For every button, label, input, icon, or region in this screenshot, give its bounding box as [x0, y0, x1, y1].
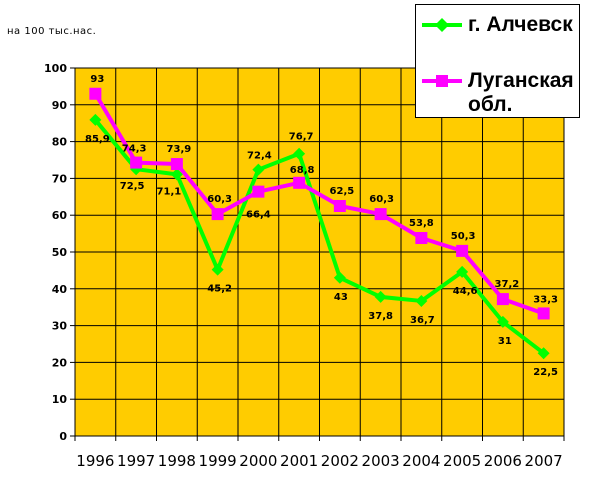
data-label-lugansk: 73,9: [167, 144, 192, 155]
data-point-lugansk: [293, 176, 306, 189]
y-tick-label: 20: [52, 356, 68, 369]
y-tick-label: 10: [52, 393, 68, 406]
data-point-lugansk: [130, 156, 143, 169]
legend-swatch-lugansk: [422, 75, 462, 87]
y-tick-label: 90: [52, 99, 68, 112]
data-label-alchevsk: 36,7: [410, 315, 435, 326]
data-point-lugansk: [456, 244, 469, 257]
data-label-alchevsk: 72,5: [120, 181, 145, 192]
x-tick-label: 2002: [321, 452, 359, 470]
data-label-alchevsk: 31: [498, 336, 512, 347]
data-label-alchevsk: 76,7: [289, 132, 314, 143]
data-point-alchevsk: [333, 271, 346, 284]
x-tick-label: 2000: [239, 452, 277, 470]
data-label-alchevsk: 44,6: [453, 286, 478, 297]
data-point-alchevsk: [415, 294, 428, 307]
x-tick-label: 2004: [402, 452, 440, 470]
y-tick-label: 40: [52, 283, 68, 296]
data-point-alchevsk: [537, 347, 550, 360]
y-tick-label: 80: [52, 136, 68, 149]
legend-item-alchevsk: г. Алчевск: [422, 13, 573, 37]
x-tick-label: 2003: [362, 452, 400, 470]
data-label-alchevsk: 37,8: [368, 311, 393, 322]
y-tick-label: 0: [59, 430, 67, 443]
data-label-lugansk: 33,3: [533, 294, 558, 305]
x-tick-label: 2006: [484, 452, 522, 470]
data-point-lugansk: [211, 208, 224, 221]
data-label-lugansk: 50,3: [451, 231, 476, 242]
data-label-alchevsk: 22,5: [533, 367, 558, 378]
legend-label-alchevsk: г. Алчевск: [468, 13, 573, 36]
data-point-lugansk: [537, 307, 550, 320]
unit-label: на 100 тыс.нас.: [7, 26, 97, 37]
data-label-lugansk: 93: [90, 74, 104, 85]
legend-swatch-alchevsk: [422, 18, 462, 32]
legend: г. Алчевск Луганская обл.: [415, 4, 580, 118]
data-point-alchevsk: [374, 290, 387, 303]
y-tick-label: 70: [52, 172, 68, 185]
data-point-lugansk: [333, 200, 346, 212]
y-tick-label: 60: [52, 209, 68, 222]
data-point-lugansk: [170, 158, 183, 171]
data-point-lugansk: [89, 87, 102, 100]
series-line-alchevsk: [93, 118, 545, 355]
series-group: [89, 87, 550, 360]
data-point-alchevsk: [211, 263, 224, 276]
x-tick-label: 1997: [117, 452, 155, 470]
series-line-lugansk: [93, 92, 545, 316]
data-label-alchevsk: 72,4: [247, 151, 272, 162]
data-label-lugansk: 74,3: [122, 144, 147, 155]
data-point-alchevsk: [170, 168, 183, 181]
x-tick-label: 1999: [199, 452, 237, 470]
data-point-lugansk: [374, 208, 387, 221]
data-labels: 85,9 72,5 71,1 45,2 72,4 76,7 43 37,8 36,7 44,6 31…: [85, 74, 558, 378]
x-tick-label: 1998: [158, 452, 196, 470]
data-label-lugansk: 60,3: [369, 194, 394, 205]
y-tick-label: 100: [44, 62, 67, 75]
x-tick-label: 2005: [443, 452, 481, 470]
data-label-lugansk: 37,2: [495, 279, 520, 290]
data-point-alchevsk: [456, 265, 469, 278]
data-point-alchevsk: [496, 315, 509, 328]
data-label-alchevsk: 71,1: [157, 186, 182, 197]
legend-item-lugansk: Луганская обл.: [422, 69, 574, 117]
data-label-alchevsk: 45,2: [207, 284, 232, 295]
x-tick-label: 1996: [76, 452, 114, 470]
y-tick-label: 50: [52, 246, 68, 259]
data-label-lugansk: 60,3: [207, 194, 232, 205]
data-point-alchevsk: [252, 163, 265, 176]
data-label-alchevsk: 85,9: [85, 134, 110, 145]
data-point-lugansk: [415, 232, 428, 245]
x-tick-label: 2001: [280, 452, 318, 470]
legend-label-lugansk: Луганская обл.: [468, 69, 574, 116]
data-label-lugansk: 53,8: [409, 218, 434, 229]
data-label-lugansk: 68,8: [290, 165, 315, 176]
plot-area: [74, 67, 565, 437]
data-point-lugansk: [252, 185, 265, 198]
data-label-alchevsk: 43: [334, 292, 348, 303]
y-tick-label: 30: [52, 320, 68, 333]
data-point-alchevsk: [89, 113, 102, 126]
x-tick-label: 2007: [525, 452, 563, 470]
data-label-lugansk: 62,5: [330, 186, 355, 197]
data-point-alchevsk: [293, 147, 306, 160]
data-point-lugansk: [496, 293, 509, 306]
data-label-lugansk: 66,4: [246, 210, 271, 221]
